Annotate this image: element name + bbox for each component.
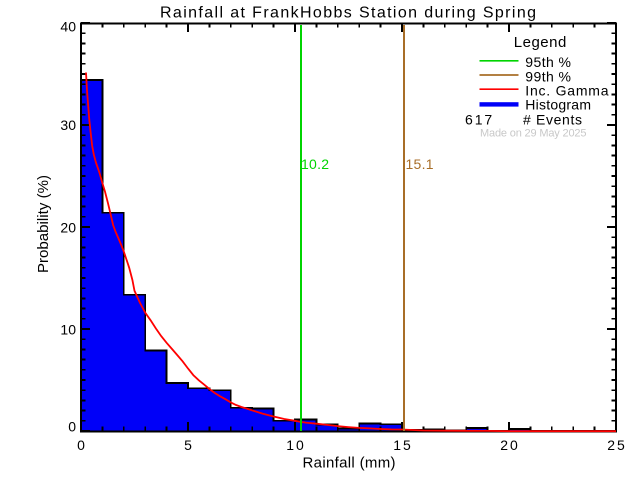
svg-text:Made on 29 May 2025: Made on 29 May 2025 — [480, 128, 587, 140]
svg-text:10: 10 — [60, 322, 76, 338]
svg-text:20: 20 — [60, 220, 76, 236]
svg-text:Legend: Legend — [514, 34, 567, 51]
svg-text:15: 15 — [393, 437, 411, 453]
svg-text:40: 40 — [60, 19, 76, 35]
svg-text:99th %: 99th % — [525, 69, 571, 85]
svg-text:20: 20 — [500, 437, 518, 453]
svg-text:25: 25 — [607, 437, 625, 453]
svg-text:10.2: 10.2 — [301, 156, 329, 172]
svg-text:0: 0 — [77, 437, 85, 453]
svg-text:Histogram: Histogram — [525, 96, 591, 112]
svg-text:30: 30 — [60, 117, 76, 133]
svg-text:Rainfall at FrankHobbs Station: Rainfall at FrankHobbs Station during Sp… — [160, 5, 536, 22]
svg-text:15.1: 15.1 — [406, 156, 434, 172]
svg-text:Inc. Gamma: Inc. Gamma — [525, 83, 608, 99]
svg-text:Rainfall (mm): Rainfall (mm) — [303, 455, 396, 472]
svg-text:95th %: 95th % — [525, 54, 571, 70]
svg-text:Probability (%): Probability (%) — [35, 175, 52, 273]
svg-text:0: 0 — [68, 419, 76, 435]
svg-text:617: 617 — [465, 112, 492, 128]
svg-text:10: 10 — [286, 437, 304, 453]
svg-text:# Events: # Events — [523, 112, 582, 128]
svg-text:5: 5 — [184, 437, 192, 453]
